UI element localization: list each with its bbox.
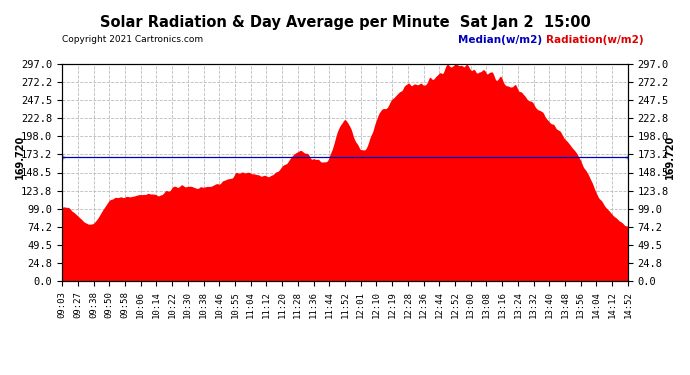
Text: Median(w/m2): Median(w/m2) xyxy=(458,36,542,45)
Text: Copyright 2021 Cartronics.com: Copyright 2021 Cartronics.com xyxy=(62,36,204,45)
Text: Solar Radiation & Day Average per Minute  Sat Jan 2  15:00: Solar Radiation & Day Average per Minute… xyxy=(99,15,591,30)
Text: Radiation(w/m2): Radiation(w/m2) xyxy=(546,36,644,45)
Text: 169.720: 169.720 xyxy=(14,135,25,179)
Text: 169.720: 169.720 xyxy=(665,135,676,179)
